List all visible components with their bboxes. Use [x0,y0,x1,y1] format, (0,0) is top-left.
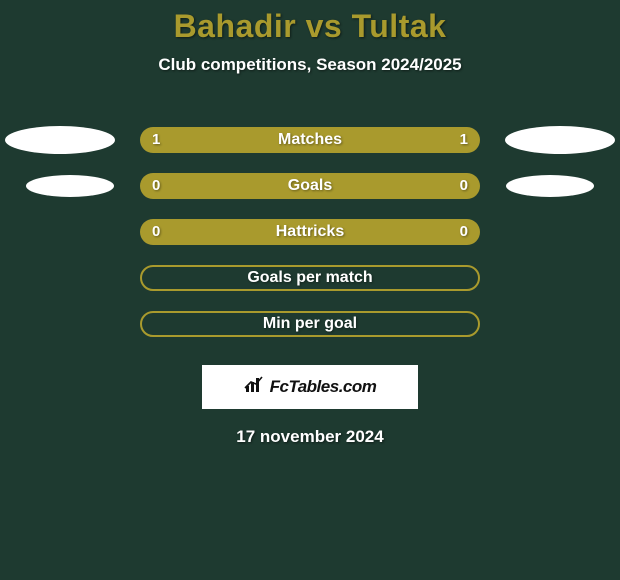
stats-list: Matches 1 1 Goals 0 0 Hattricks 0 0 Goals per mat… [0,117,620,347]
stat-pill: Min per goal [140,311,480,337]
stat-label: Goals [288,177,332,195]
stat-pill: Matches [140,127,480,153]
stat-pill: Goals per match [140,265,480,291]
bar-chart-icon [244,376,266,399]
player-marker-left [5,126,115,154]
stat-label: Hattricks [276,223,344,241]
stat-pill: Goals [140,173,480,199]
subtitle: Club competitions, Season 2024/2025 [0,55,620,75]
player-marker-right [505,126,615,154]
stat-row: Min per goal [0,301,620,347]
stat-row: Goals per match [0,255,620,301]
stat-label: Matches [278,131,342,149]
date-text: 17 november 2024 [0,427,620,447]
stat-value-left: 0 [152,173,160,199]
stat-value-right: 1 [460,127,468,153]
stat-row: Hattricks 0 0 [0,209,620,255]
stat-value-right: 0 [460,219,468,245]
player-marker-left [26,175,114,197]
stat-label: Goals per match [247,269,372,287]
stat-pill: Hattricks [140,219,480,245]
stat-value-right: 0 [460,173,468,199]
comparison-card: Bahadir vs Tultak Club competitions, Sea… [0,0,620,580]
stat-row: Goals 0 0 [0,163,620,209]
stat-label: Min per goal [263,315,357,333]
brand-text: FcTables.com [270,377,377,397]
stat-value-left: 1 [152,127,160,153]
player-marker-right [506,175,594,197]
stat-row: Matches 1 1 [0,117,620,163]
page-title: Bahadir vs Tultak [0,0,620,45]
stat-value-left: 0 [152,219,160,245]
brand-badge[interactable]: FcTables.com [202,365,418,409]
